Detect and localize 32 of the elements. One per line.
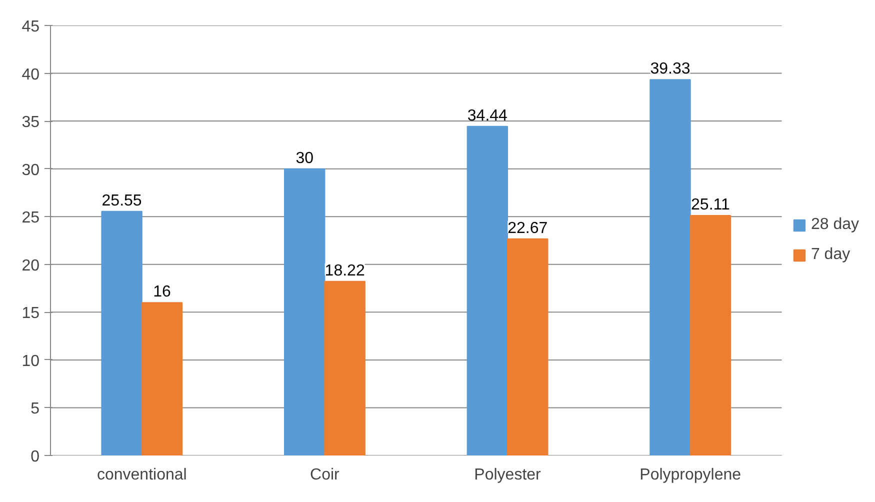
x-tick-label: Polyester (474, 466, 542, 484)
bar (101, 210, 142, 456)
y-tick-label: 45 (22, 18, 40, 36)
data-label: 22.67 (508, 220, 548, 237)
x-tick-label: Polypropylene (640, 466, 742, 484)
data-label: 18.22 (324, 262, 365, 280)
legend-label: 28 day (810, 216, 859, 234)
x-tick-label: conventional (96, 466, 187, 484)
bar (284, 168, 326, 456)
bar (466, 126, 508, 456)
y-tick-label: 10 (22, 352, 40, 370)
y-tick-label: 5 (30, 400, 40, 418)
bar (507, 238, 548, 456)
data-label: 25.11 (691, 196, 730, 214)
bar (324, 280, 366, 456)
y-tick-label: 15 (22, 305, 40, 322)
bar (690, 215, 732, 456)
bar (141, 302, 183, 456)
y-tick-label: 40 (22, 66, 40, 84)
data-label: 30 (296, 150, 314, 167)
y-tick-label: 20 (22, 257, 40, 274)
y-tick-label: 35 (22, 114, 40, 132)
bar (650, 79, 691, 456)
x-tick-label: Coir (310, 466, 340, 484)
data-label: 39.33 (650, 60, 690, 78)
data-label: 25.55 (102, 192, 142, 210)
y-tick-label: 25 (22, 210, 40, 227)
data-label: 34.44 (467, 107, 508, 124)
y-tick-label: 0 (30, 448, 40, 466)
legend-label: 7 day (810, 246, 850, 264)
y-tick-label: 30 (22, 162, 40, 179)
data-label: 16 (153, 284, 172, 301)
